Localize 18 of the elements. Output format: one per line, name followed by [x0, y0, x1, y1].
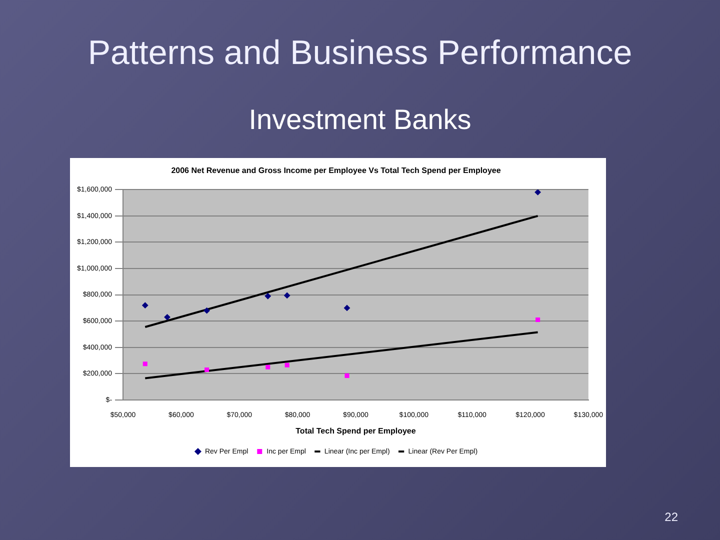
- x-axis-title: Total Tech Spend per Employee: [296, 426, 416, 436]
- point: [534, 190, 541, 196]
- point: [344, 373, 350, 378]
- point: [142, 302, 148, 308]
- point: [204, 308, 210, 314]
- point: [284, 362, 290, 368]
- point: [164, 314, 170, 320]
- point: [536, 318, 540, 322]
- chart-title: 2006 Net Revenue and Gross Income per Employee Vs Total Tech Spend per Employee: [171, 166, 502, 176]
- point: [266, 364, 270, 370]
- point: [204, 367, 210, 372]
- text: 22: [664, 510, 678, 524]
- text: Investment Banks: [248, 104, 472, 136]
- point: [142, 362, 148, 366]
- point: [284, 292, 290, 298]
- point: [264, 293, 271, 300]
- point: [344, 304, 350, 311]
- text: Patterns and Business Performance: [86, 34, 634, 73]
